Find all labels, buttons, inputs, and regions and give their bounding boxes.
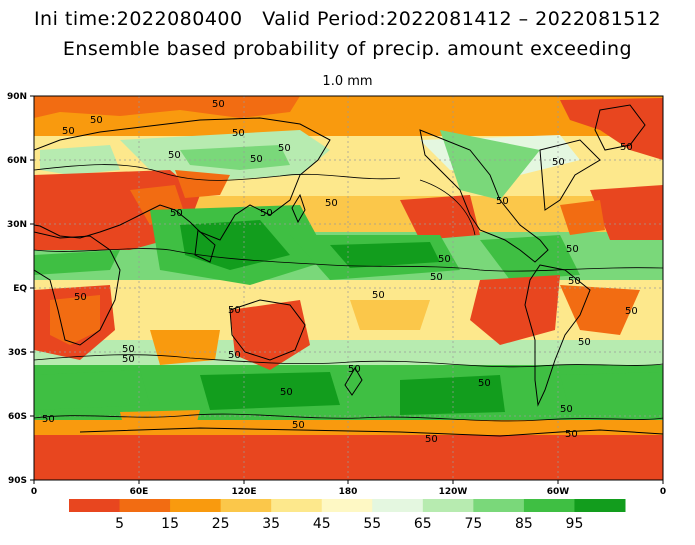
contour-label: 50 (228, 305, 241, 316)
lat-label: 30N (7, 220, 27, 230)
contour-label: 50 (560, 404, 573, 415)
colorbar-label: 35 (262, 516, 280, 532)
colorbar: 5 15 25 35 45 55 65 75 85 95 (69, 499, 626, 532)
contour-label: 50 (250, 154, 263, 165)
colorbar-swatch (372, 499, 424, 512)
contour-label: 50 (74, 292, 87, 303)
lon-label: 120E (232, 487, 257, 497)
graticule (34, 96, 663, 480)
contour-label: 50 (62, 126, 75, 137)
contour-label: 50 (42, 414, 55, 425)
contour-label: 50 (122, 344, 135, 355)
contour-label: 50 (278, 143, 291, 154)
contour-label: 50 (170, 208, 183, 219)
contour-label: 50 (565, 429, 578, 440)
colorbar-swatch (271, 499, 323, 512)
lon-label: 120W (439, 487, 468, 497)
contour-label: 50 (438, 254, 451, 265)
lon-label: 60W (547, 487, 570, 497)
contour-label: 50 (280, 387, 293, 398)
contour-label: 50 (228, 350, 241, 361)
lon-label: 0 (660, 487, 666, 497)
lat-label: 90S (8, 476, 27, 486)
probability-field (34, 96, 663, 480)
contour-label: 50 (568, 276, 581, 287)
colorbar-swatch (574, 499, 626, 512)
coastlines (34, 104, 663, 437)
lon-label: 0 (31, 487, 37, 497)
colorbar-label: 45 (313, 516, 331, 532)
longitude-axis (33, 480, 664, 484)
contour-label: 50 (348, 364, 361, 375)
contour-label: 50 (260, 208, 273, 219)
colorbar-label: 85 (515, 516, 533, 532)
contour-label: 50 (122, 354, 135, 365)
lat-label: 30S (8, 348, 27, 358)
colorbar-swatch (422, 499, 474, 512)
contour-label: 50 (425, 434, 438, 445)
contour-label: 50 (212, 99, 225, 110)
contour-label: 50 (478, 378, 491, 389)
latitude-axis (30, 95, 34, 481)
contour-50-lines (34, 164, 663, 422)
colorbar-label: 65 (414, 516, 432, 532)
colorbar-swatch (220, 499, 272, 512)
colorbar-label: 95 (566, 516, 584, 532)
title-description: Ensemble based probability of precip. am… (62, 38, 633, 60)
contour-label: 50 (578, 337, 591, 348)
colorbar-swatch (69, 499, 121, 512)
colorbar-swatch (321, 499, 373, 512)
colorbar-label: 75 (464, 516, 482, 532)
contour-label: 50 (372, 290, 385, 301)
colorbar-swatch (473, 499, 525, 512)
colorbar-label: 55 (363, 516, 381, 532)
contour-label: 50 (496, 196, 509, 207)
contour-label: 50 (292, 420, 305, 431)
contour-labels: 50 50 50 50 50 50 50 50 50 50 50 50 50 5… (42, 99, 638, 445)
colorbar-label: 15 (161, 516, 179, 532)
contour-label: 50 (168, 150, 181, 161)
colorbar-swatch (523, 499, 575, 512)
contour-label: 50 (552, 157, 565, 168)
colorbar-swatch (119, 499, 171, 512)
contour-label: 50 (430, 272, 443, 283)
lon-label: 60E (130, 487, 149, 497)
contour-label: 50 (625, 306, 638, 317)
lat-label: 60N (7, 156, 27, 166)
longitude-labels: 0 60E 120E 180 120W 60W 0 (31, 487, 666, 497)
colorbar-label: 5 (115, 516, 124, 532)
contour-label: 50 (90, 115, 103, 126)
contour-label: 50 (232, 128, 245, 139)
contour-label: 50 (325, 198, 338, 209)
latitude-labels: 90N 60N 30N EQ 30S 60S 90S (7, 92, 27, 486)
lon-label: 180 (339, 487, 358, 497)
lat-label: 90N (7, 92, 27, 102)
lat-label: EQ (13, 284, 27, 294)
title-threshold: 1.0 mm (322, 74, 373, 89)
contour-label: 50 (620, 142, 633, 153)
title-init-valid-period: Ini time:2022080400 Valid Period:2022081… (33, 8, 662, 30)
contour-label: 50 (566, 244, 579, 255)
colorbar-label: 25 (212, 516, 230, 532)
colorbar-swatch (170, 499, 222, 512)
lat-label: 60S (8, 412, 27, 422)
